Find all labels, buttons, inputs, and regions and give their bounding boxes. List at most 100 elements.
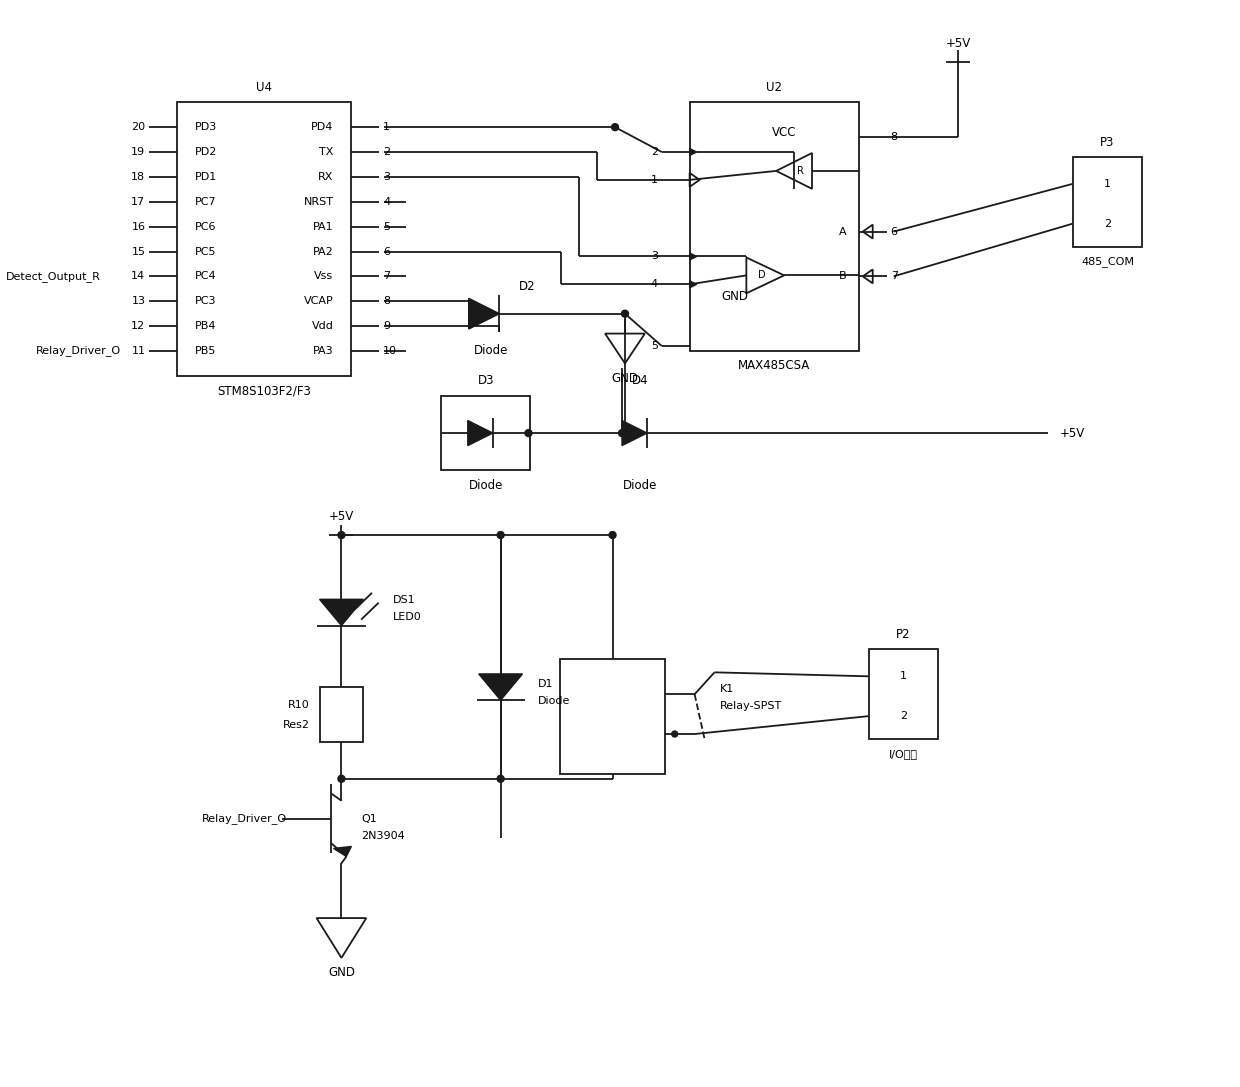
Text: 6: 6 xyxy=(383,247,391,257)
Text: 2N3904: 2N3904 xyxy=(361,832,405,841)
Circle shape xyxy=(619,429,625,437)
Text: GND: GND xyxy=(327,966,355,979)
Bar xyxy=(1073,157,1142,247)
Text: B: B xyxy=(839,272,847,282)
Text: PC3: PC3 xyxy=(195,297,217,307)
Text: D3: D3 xyxy=(477,374,494,387)
Text: U2: U2 xyxy=(766,80,782,93)
Text: VCC: VCC xyxy=(773,126,796,139)
Circle shape xyxy=(497,775,505,783)
Text: 8: 8 xyxy=(890,133,898,142)
Bar xyxy=(560,660,665,774)
Text: R: R xyxy=(796,166,804,176)
Text: PD3: PD3 xyxy=(195,122,217,133)
Circle shape xyxy=(609,532,616,538)
Text: 7: 7 xyxy=(890,272,898,282)
Text: 12: 12 xyxy=(131,321,145,332)
Polygon shape xyxy=(689,253,697,260)
Circle shape xyxy=(621,310,629,317)
Text: 5: 5 xyxy=(383,222,391,232)
Text: Q1: Q1 xyxy=(361,813,377,824)
Text: +5V: +5V xyxy=(1060,426,1085,439)
Bar xyxy=(177,102,351,376)
Text: P3: P3 xyxy=(1100,136,1115,149)
Text: K1: K1 xyxy=(719,684,734,695)
Text: PB4: PB4 xyxy=(195,321,217,332)
Text: NRST: NRST xyxy=(304,197,334,207)
Polygon shape xyxy=(469,298,500,329)
Text: 8: 8 xyxy=(383,297,391,307)
Circle shape xyxy=(611,124,619,130)
Text: RX: RX xyxy=(319,172,334,182)
Text: 6: 6 xyxy=(890,226,898,237)
Text: PC5: PC5 xyxy=(195,247,217,257)
Circle shape xyxy=(497,532,505,538)
Text: GND: GND xyxy=(611,372,639,385)
Text: Vss: Vss xyxy=(315,272,334,282)
Text: PB5: PB5 xyxy=(195,346,217,355)
Text: 2: 2 xyxy=(1104,218,1111,228)
Circle shape xyxy=(339,775,345,783)
Text: Res2: Res2 xyxy=(283,720,310,730)
Text: 9: 9 xyxy=(383,321,391,332)
Text: PA1: PA1 xyxy=(312,222,334,232)
Circle shape xyxy=(672,732,678,737)
Text: PA3: PA3 xyxy=(312,346,334,355)
Circle shape xyxy=(339,532,345,538)
Text: 5: 5 xyxy=(651,341,657,351)
Text: 2: 2 xyxy=(900,711,908,721)
Text: 10: 10 xyxy=(383,346,397,355)
Text: PC6: PC6 xyxy=(195,222,217,232)
Bar xyxy=(441,396,531,471)
Text: 1: 1 xyxy=(1104,179,1111,189)
Text: D4: D4 xyxy=(631,374,649,387)
Text: MAX485CSA: MAX485CSA xyxy=(738,360,810,373)
Text: U4: U4 xyxy=(257,80,273,93)
Text: 1: 1 xyxy=(383,122,391,133)
Text: 15: 15 xyxy=(131,247,145,257)
Text: STM8S103F2/F3: STM8S103F2/F3 xyxy=(217,385,311,397)
Text: D1: D1 xyxy=(537,679,553,689)
Polygon shape xyxy=(334,847,351,857)
Text: DS1: DS1 xyxy=(393,595,415,604)
Polygon shape xyxy=(689,280,697,288)
Text: VCAP: VCAP xyxy=(304,297,334,307)
Text: 19: 19 xyxy=(131,147,145,157)
Text: Relay-SPST: Relay-SPST xyxy=(719,701,781,711)
Text: +5V: +5V xyxy=(329,510,355,523)
Text: Detect_Output_R: Detect_Output_R xyxy=(6,271,100,282)
Text: R10: R10 xyxy=(288,700,310,710)
Polygon shape xyxy=(689,149,697,155)
Text: 7: 7 xyxy=(383,272,391,282)
Text: 13: 13 xyxy=(131,297,145,307)
Text: 16: 16 xyxy=(131,222,145,232)
Text: GND: GND xyxy=(720,290,748,303)
Text: PC7: PC7 xyxy=(195,197,217,207)
Text: 14: 14 xyxy=(131,272,145,282)
Circle shape xyxy=(525,429,532,437)
Text: 4: 4 xyxy=(651,279,657,289)
Text: 2: 2 xyxy=(651,147,657,157)
Text: Diode: Diode xyxy=(469,478,503,491)
Text: Diode: Diode xyxy=(622,478,657,491)
Polygon shape xyxy=(622,421,647,446)
Text: TX: TX xyxy=(319,147,334,157)
Text: Vdd: Vdd xyxy=(311,321,334,332)
Text: I/O输出: I/O输出 xyxy=(889,749,918,759)
Text: PC4: PC4 xyxy=(195,272,217,282)
Text: 2: 2 xyxy=(383,147,391,157)
Polygon shape xyxy=(320,599,363,626)
Text: 1: 1 xyxy=(651,175,657,185)
Text: PD1: PD1 xyxy=(195,172,217,182)
Text: 11: 11 xyxy=(131,346,145,355)
Text: 3: 3 xyxy=(651,251,657,262)
Text: A: A xyxy=(839,226,847,237)
Polygon shape xyxy=(479,674,522,700)
Text: +5V: +5V xyxy=(946,37,971,50)
Text: 18: 18 xyxy=(131,172,145,182)
Text: 1: 1 xyxy=(900,672,906,682)
Text: Relay_Driver_O: Relay_Driver_O xyxy=(36,346,122,357)
Text: D: D xyxy=(759,271,766,280)
Bar xyxy=(320,687,363,742)
Polygon shape xyxy=(467,421,492,446)
